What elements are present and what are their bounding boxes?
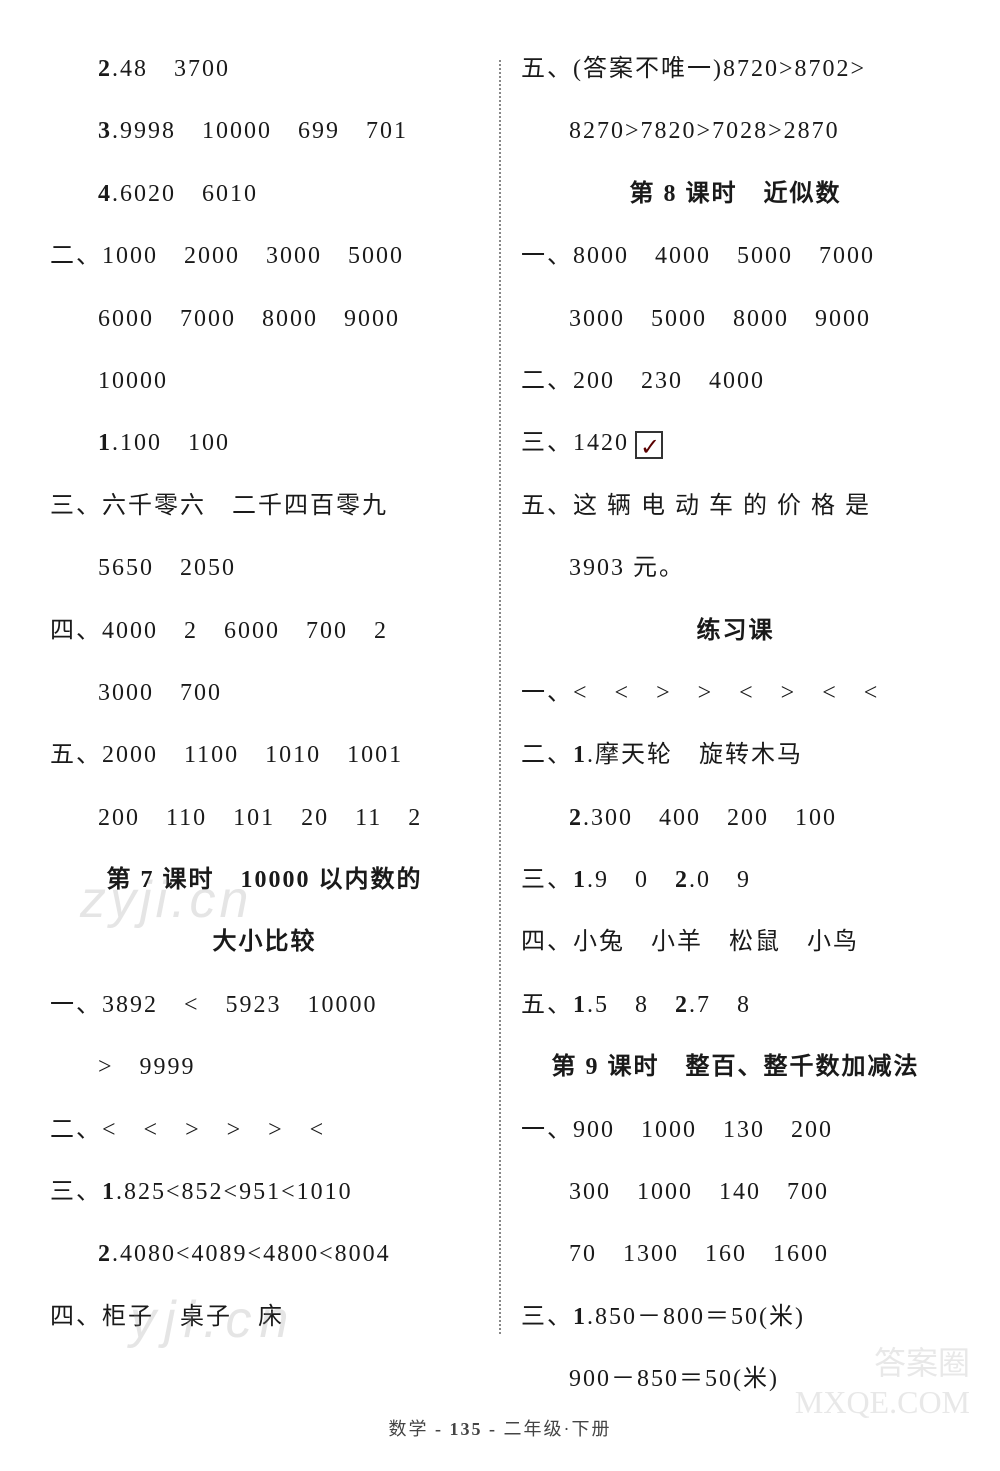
answer-line: 四、柜子 桌子 床	[50, 1298, 479, 1336]
text: .100 100	[112, 430, 230, 456]
answer-line: 一、3892 < 5923 10000	[50, 986, 479, 1024]
answer-line: 3000 700	[50, 674, 479, 712]
answer-line: 5650 2050	[50, 549, 479, 587]
answer-line: 五、这 辆 电 动 车 的 价 格 是	[521, 487, 950, 525]
answer-line: 二、1000 2000 3000 5000	[50, 237, 479, 275]
text: .摩天轮 旋转木马	[587, 742, 803, 768]
answer-line: 一、8000 4000 5000 7000	[521, 237, 950, 275]
answer-line: 1.100 100	[50, 424, 479, 462]
answer-line: 4.6020 6010	[50, 175, 479, 213]
answer-line: 10000	[50, 362, 479, 400]
answer-line: 200 110 101 20 11 2	[50, 799, 479, 837]
section-title: 练习课	[521, 612, 950, 650]
answer-line: 五、2000 1100 1010 1001	[50, 736, 479, 774]
answer-line: 五、(答案不唯一)8720>8702>	[521, 50, 950, 88]
text: .825<852<951<1010	[116, 1179, 353, 1205]
text: 三、1420	[521, 430, 629, 456]
answer-line: 二、200 230 4000	[521, 362, 950, 400]
text: .9998 10000 699 701	[112, 118, 408, 144]
answer-line: 6000 7000 8000 9000	[50, 300, 479, 338]
text: .850－800＝50(米)	[587, 1304, 805, 1330]
answer-line: > 9999	[50, 1048, 479, 1086]
text: .6020 6010	[112, 181, 258, 207]
answer-line: 一、< < > > < > < <	[521, 674, 950, 712]
answer-line: 2.48 3700	[50, 50, 479, 88]
answer-line: 300 1000 140 700	[521, 1173, 950, 1211]
answer-line: 3903 元。	[521, 549, 950, 587]
answer-line: 二、1.摩天轮 旋转木马	[521, 736, 950, 774]
right-column: 五、(答案不唯一)8720>8702> 8270>7820>7028>2870 …	[501, 50, 960, 1391]
answer-line: 三、六千零六 二千四百零九	[50, 487, 479, 525]
footer-page-number: - 135 -	[435, 1419, 497, 1439]
answer-line: 三、1.850－800＝50(米)	[521, 1298, 950, 1336]
answer-line: 2.4080<4089<4800<8004	[50, 1235, 479, 1273]
answer-line: 二、< < > > > <	[50, 1111, 479, 1149]
text: .48 3700	[112, 56, 230, 82]
section-title: 第 7 课时 10000 以内数的	[50, 861, 479, 899]
section-title: 第 8 课时 近似数	[521, 175, 950, 213]
page-container: 2.48 3700 3.9998 10000 699 701 4.6020 60…	[40, 50, 960, 1391]
answer-line: 三、1.825<852<951<1010	[50, 1173, 479, 1211]
page-footer: 数学 - 135 - 二年级·下册	[0, 1415, 1000, 1441]
answer-line: 五、1.5 8 2.7 8	[521, 986, 950, 1024]
answer-line: 8270>7820>7028>2870	[521, 112, 950, 150]
text: .300 400 200 100	[583, 805, 837, 831]
section-title: 第 9 课时 整百、整千数加减法	[521, 1048, 950, 1086]
answer-line: 2.300 400 200 100	[521, 799, 950, 837]
check-icon	[635, 431, 663, 459]
answer-line: 3000 5000 8000 9000	[521, 300, 950, 338]
footer-subject: 数学	[389, 1419, 429, 1439]
footer-grade: 二年级·下册	[504, 1419, 612, 1439]
answer-line: 3.9998 10000 699 701	[50, 112, 479, 150]
text: .4080<4089<4800<8004	[112, 1241, 391, 1267]
answer-line: 三、1420	[521, 424, 950, 462]
answer-line: 三、1.9 0 2.0 9	[521, 861, 950, 899]
left-column: 2.48 3700 3.9998 10000 699 701 4.6020 60…	[40, 50, 499, 1391]
answer-line: 四、小兔 小羊 松鼠 小鸟	[521, 923, 950, 961]
answer-line: 900－850＝50(米)	[521, 1360, 950, 1398]
section-title: 大小比较	[50, 923, 479, 961]
answer-line: 70 1300 160 1600	[521, 1235, 950, 1273]
answer-line: 四、4000 2 6000 700 2	[50, 612, 479, 650]
answer-line: 一、900 1000 130 200	[521, 1111, 950, 1149]
